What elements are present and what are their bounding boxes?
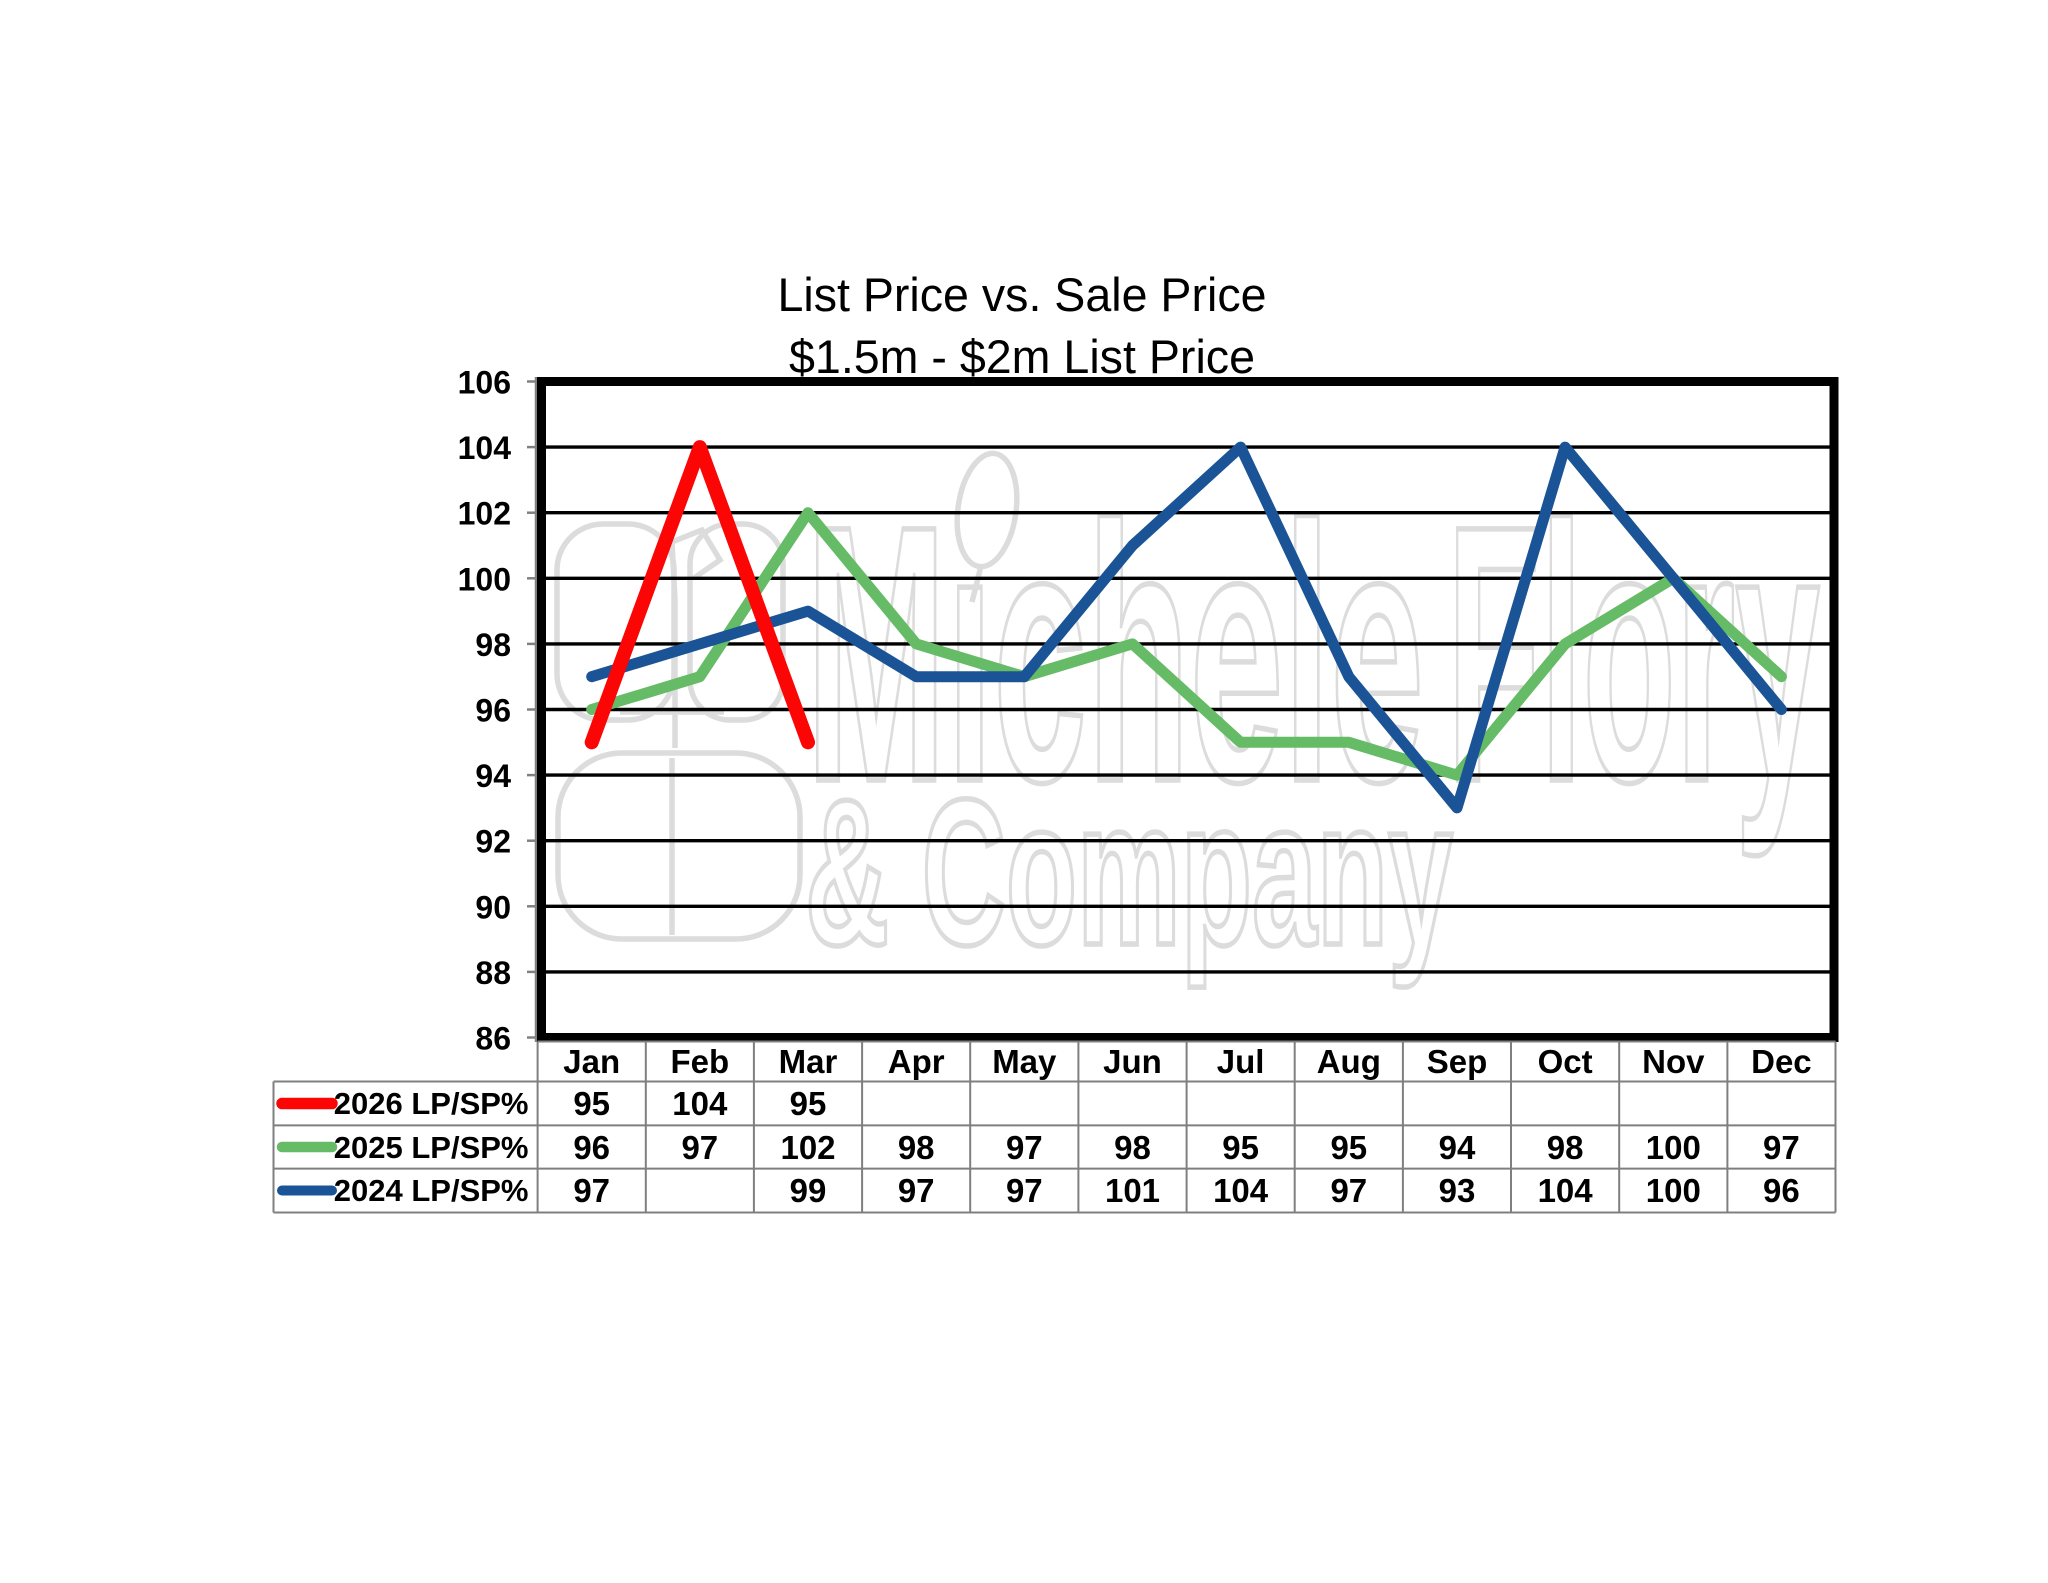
svg-text:2025 LP/SP%: 2025 LP/SP% xyxy=(334,1130,529,1165)
svg-text:94: 94 xyxy=(1439,1129,1476,1166)
svg-text:104: 104 xyxy=(672,1085,728,1122)
svg-text:86: 86 xyxy=(475,1021,511,1057)
svg-text:97: 97 xyxy=(1763,1129,1800,1166)
svg-text:Nov: Nov xyxy=(1642,1043,1705,1080)
svg-text:100: 100 xyxy=(458,561,511,597)
svg-text:Jul: Jul xyxy=(1217,1043,1265,1080)
svg-text:101: 101 xyxy=(1105,1172,1160,1209)
svg-text:95: 95 xyxy=(1222,1129,1259,1166)
svg-text:& Company: & Company xyxy=(805,757,1453,989)
svg-text:95: 95 xyxy=(573,1085,610,1122)
svg-text:95: 95 xyxy=(1330,1129,1367,1166)
svg-text:Apr: Apr xyxy=(888,1043,945,1080)
svg-text:96: 96 xyxy=(573,1129,610,1166)
svg-text:92: 92 xyxy=(475,824,511,860)
svg-text:97: 97 xyxy=(681,1129,718,1166)
svg-text:Mar: Mar xyxy=(779,1043,838,1080)
svg-text:94: 94 xyxy=(475,758,511,794)
svg-text:Oct: Oct xyxy=(1538,1043,1593,1080)
svg-text:99: 99 xyxy=(790,1172,827,1209)
svg-text:97: 97 xyxy=(573,1172,610,1209)
svg-text:95: 95 xyxy=(790,1085,827,1122)
svg-text:90: 90 xyxy=(475,889,511,925)
svg-text:96: 96 xyxy=(475,693,511,729)
svg-text:102: 102 xyxy=(780,1129,835,1166)
svg-text:93: 93 xyxy=(1439,1172,1476,1209)
svg-text:2024 LP/SP%: 2024 LP/SP% xyxy=(334,1173,529,1208)
svg-text:97: 97 xyxy=(1006,1129,1043,1166)
svg-text:104: 104 xyxy=(1538,1172,1594,1209)
svg-text:May: May xyxy=(992,1043,1057,1080)
svg-text:98: 98 xyxy=(898,1129,935,1166)
svg-text:Jun: Jun xyxy=(1103,1043,1162,1080)
svg-text:104: 104 xyxy=(1213,1172,1269,1209)
svg-text:Dec: Dec xyxy=(1751,1043,1812,1080)
svg-text:Sep: Sep xyxy=(1427,1043,1488,1080)
svg-text:104: 104 xyxy=(458,430,512,466)
svg-text:2026 LP/SP%: 2026 LP/SP% xyxy=(334,1086,529,1121)
svg-text:98: 98 xyxy=(1547,1129,1584,1166)
svg-text:98: 98 xyxy=(1114,1129,1151,1166)
svg-text:100: 100 xyxy=(1646,1129,1701,1166)
svg-text:Feb: Feb xyxy=(670,1043,729,1080)
svg-text:Aug: Aug xyxy=(1317,1043,1381,1080)
svg-text:106: 106 xyxy=(458,365,511,401)
svg-text:88: 88 xyxy=(475,955,511,991)
svg-text:98: 98 xyxy=(475,627,511,663)
svg-text:$1.5m - $2m List Price: $1.5m - $2m List Price xyxy=(789,330,1255,383)
svg-text:96: 96 xyxy=(1763,1172,1800,1209)
svg-text:97: 97 xyxy=(898,1172,935,1209)
svg-text:97: 97 xyxy=(1330,1172,1367,1209)
svg-text:Jan: Jan xyxy=(563,1043,620,1080)
svg-text:102: 102 xyxy=(458,496,511,532)
svg-text:97: 97 xyxy=(1006,1172,1043,1209)
svg-text:100: 100 xyxy=(1646,1172,1701,1209)
svg-text:List Price vs. Sale Price: List Price vs. Sale Price xyxy=(778,268,1267,321)
